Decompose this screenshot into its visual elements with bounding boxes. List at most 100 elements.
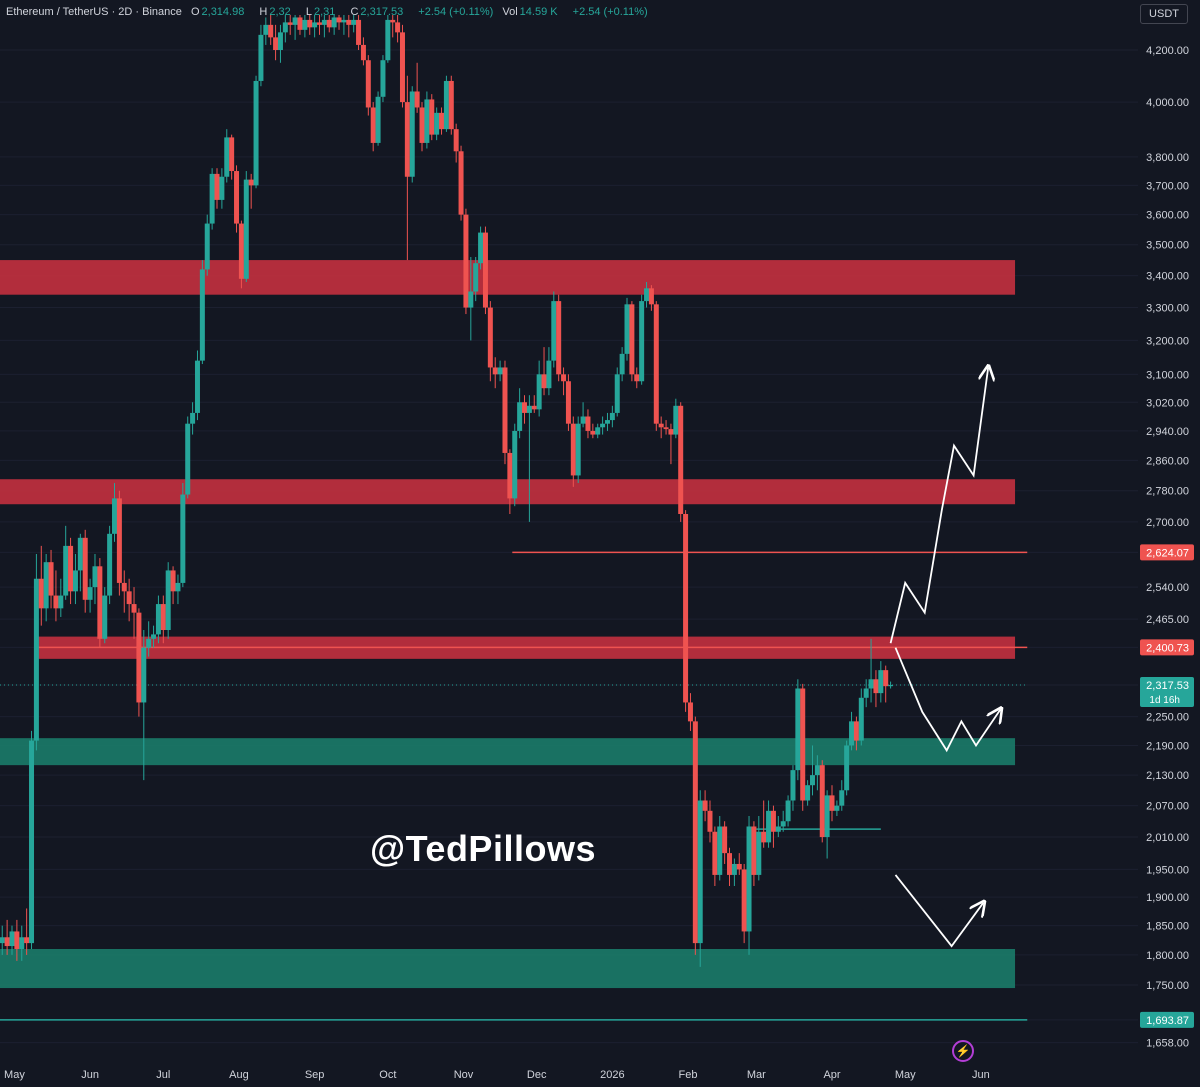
lightning-bolt-icon[interactable]: ⚡ (952, 1040, 974, 1062)
candle-body (185, 423, 191, 495)
candle-body (790, 770, 796, 801)
candle-body (243, 179, 249, 279)
candle-body (712, 831, 718, 875)
candle-body (229, 137, 235, 172)
candle-body (751, 826, 757, 875)
candle-body (360, 44, 366, 61)
candle-body (297, 17, 303, 30)
close-label: C (350, 6, 359, 18)
candle-body (307, 19, 313, 28)
quote-currency-button[interactable]: USDT (1140, 4, 1188, 24)
candle-body (556, 301, 562, 375)
candle-body (29, 740, 35, 944)
candle-body (614, 374, 620, 413)
candle-body (380, 60, 386, 97)
price-tick-label: 1,850.00 (1146, 921, 1189, 933)
candle-body (356, 19, 362, 45)
candle-body (780, 821, 786, 827)
time-tick-label: Jun (972, 1069, 990, 1081)
candle-body (385, 19, 391, 61)
candle-body (717, 826, 723, 875)
candle-body (624, 304, 630, 354)
candle-body (644, 288, 650, 302)
candle-body (741, 869, 747, 932)
price-tick-label: 3,800.00 (1146, 152, 1189, 164)
candle-body (634, 374, 640, 382)
support-zone (0, 738, 1016, 766)
candle-body (453, 129, 459, 152)
candle-body (517, 402, 523, 431)
price-tick-label: 2,700.00 (1146, 517, 1189, 529)
candle-body (824, 795, 830, 838)
price-zones (0, 260, 1016, 989)
candle-body (639, 301, 645, 382)
grid (0, 49, 1138, 1044)
price-tick-label: 4,200.00 (1146, 45, 1189, 57)
candle-body (375, 96, 381, 143)
price-badge-label: 1,693.87 (1146, 1015, 1189, 1027)
candle-body (341, 19, 347, 23)
price-badge-label: 2,317.53 (1146, 680, 1189, 692)
candle-body (63, 545, 69, 596)
author-watermark: @TedPillows (370, 828, 596, 869)
candle-body (199, 269, 205, 361)
price-tick-label: 3,020.00 (1146, 397, 1189, 409)
candle-body (214, 173, 220, 200)
projection-bullish (889, 368, 989, 644)
symbol-title[interactable]: Ethereum / TetherUS · 2D · Binance (6, 6, 182, 18)
candle-body (19, 937, 25, 949)
candle-body (107, 533, 113, 596)
candle-body (395, 22, 401, 33)
candle-body (766, 810, 772, 843)
price-tick-label: 3,300.00 (1146, 303, 1189, 315)
candle-body (678, 405, 684, 514)
time-tick-label: Aug (229, 1069, 249, 1081)
candle-body (668, 429, 674, 435)
candle-body (692, 721, 698, 944)
candle-body (531, 405, 537, 410)
candle-body (756, 831, 762, 875)
candle-body (24, 937, 30, 944)
open-label: O (190, 6, 200, 18)
candle-body (87, 587, 93, 600)
candle-body (497, 367, 503, 375)
candle-body (648, 288, 654, 305)
candle-body (487, 307, 493, 368)
horizontal-lines (0, 551, 1028, 1021)
price-tick-label: 3,600.00 (1146, 210, 1189, 222)
candle-body (595, 427, 601, 435)
high-value: 2,32 (269, 6, 291, 18)
low-value: 2,31 (313, 6, 336, 18)
candle-body (326, 19, 332, 28)
price-badge (1140, 639, 1194, 656)
candle-body (121, 582, 127, 592)
price-tick-label: 2,540.00 (1146, 582, 1189, 594)
candle-body (829, 795, 835, 811)
time-axis: May Jun Jul Aug Sep Oct Nov Dec 2026 Feb Mar Apr May… (4, 1069, 990, 1081)
candle-body (131, 604, 137, 613)
candle-body (204, 223, 210, 270)
candle-body (165, 570, 171, 631)
candle-body (492, 367, 498, 375)
candle-body (580, 416, 586, 424)
candle-body (72, 570, 78, 592)
candle-body (77, 537, 83, 571)
candle-body (429, 99, 435, 135)
price-tick-label: 1,750.00 (1146, 980, 1189, 992)
candle-body (858, 697, 864, 741)
candle-body (883, 670, 889, 687)
volume-label: Vol (502, 6, 518, 18)
candle-body (853, 721, 859, 741)
candle-body (292, 17, 298, 25)
support-zone (0, 948, 1016, 989)
candle-body (629, 304, 635, 375)
candle-body (151, 634, 157, 639)
time-tick-label: Jul (156, 1069, 170, 1081)
candle-body (141, 647, 147, 703)
price-tick-label: 3,500.00 (1146, 240, 1189, 252)
candle-body (170, 570, 176, 592)
candle-body (53, 595, 59, 609)
candle-body (175, 582, 181, 592)
candle-body (219, 176, 225, 200)
